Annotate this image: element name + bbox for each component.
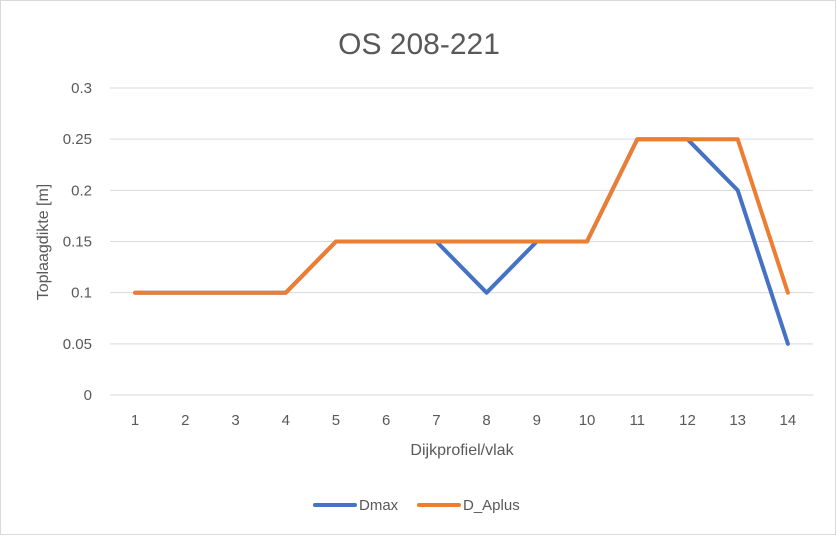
y-tick-label: 0.2 bbox=[71, 182, 92, 199]
y-tick-label: 0.1 bbox=[71, 285, 92, 302]
x-tick-label: 5 bbox=[332, 412, 340, 429]
x-tick-label: 4 bbox=[282, 412, 290, 429]
y-tick-label: 0 bbox=[84, 387, 92, 404]
y-tick-label: 0.15 bbox=[63, 234, 92, 251]
y-axis-title: Toplaagdikte [m] bbox=[35, 184, 52, 301]
x-tick-label: 12 bbox=[679, 412, 696, 429]
series-line-d-aplus bbox=[133, 137, 790, 295]
x-axis-title: Dijkprofiel/vlak bbox=[410, 442, 514, 459]
x-tick-label: 6 bbox=[382, 412, 390, 429]
x-tick-label: 7 bbox=[432, 412, 440, 429]
series-lines bbox=[133, 137, 790, 346]
x-tick-label: 1 bbox=[131, 412, 139, 429]
y-tick-label: 0.3 bbox=[71, 80, 92, 97]
x-tick-label: 10 bbox=[579, 412, 596, 429]
x-tick-label: 11 bbox=[629, 412, 645, 429]
x-tick-label: 13 bbox=[729, 412, 746, 429]
x-tick-label: 8 bbox=[482, 412, 490, 429]
y-tick-label: 0.25 bbox=[63, 131, 92, 148]
y-tick-label: 0.05 bbox=[63, 336, 92, 353]
x-tick-label: 3 bbox=[231, 412, 239, 429]
legend-label: Dmax bbox=[359, 497, 399, 514]
legend: Dmax D_Aplus bbox=[313, 497, 520, 514]
x-tick-label: 2 bbox=[181, 412, 189, 429]
x-tick-labels: 1 2 3 4 5 6 7 8 9 10 11 12 13 14 bbox=[131, 412, 796, 429]
x-tick-label: 9 bbox=[533, 412, 541, 429]
x-tick-label: 14 bbox=[780, 412, 797, 429]
chart-title: OS 208-221 bbox=[338, 28, 500, 61]
y-tick-labels: 0 0.05 0.1 0.15 0.2 0.25 0.3 bbox=[63, 80, 92, 404]
legend-label: D_Aplus bbox=[463, 497, 520, 514]
